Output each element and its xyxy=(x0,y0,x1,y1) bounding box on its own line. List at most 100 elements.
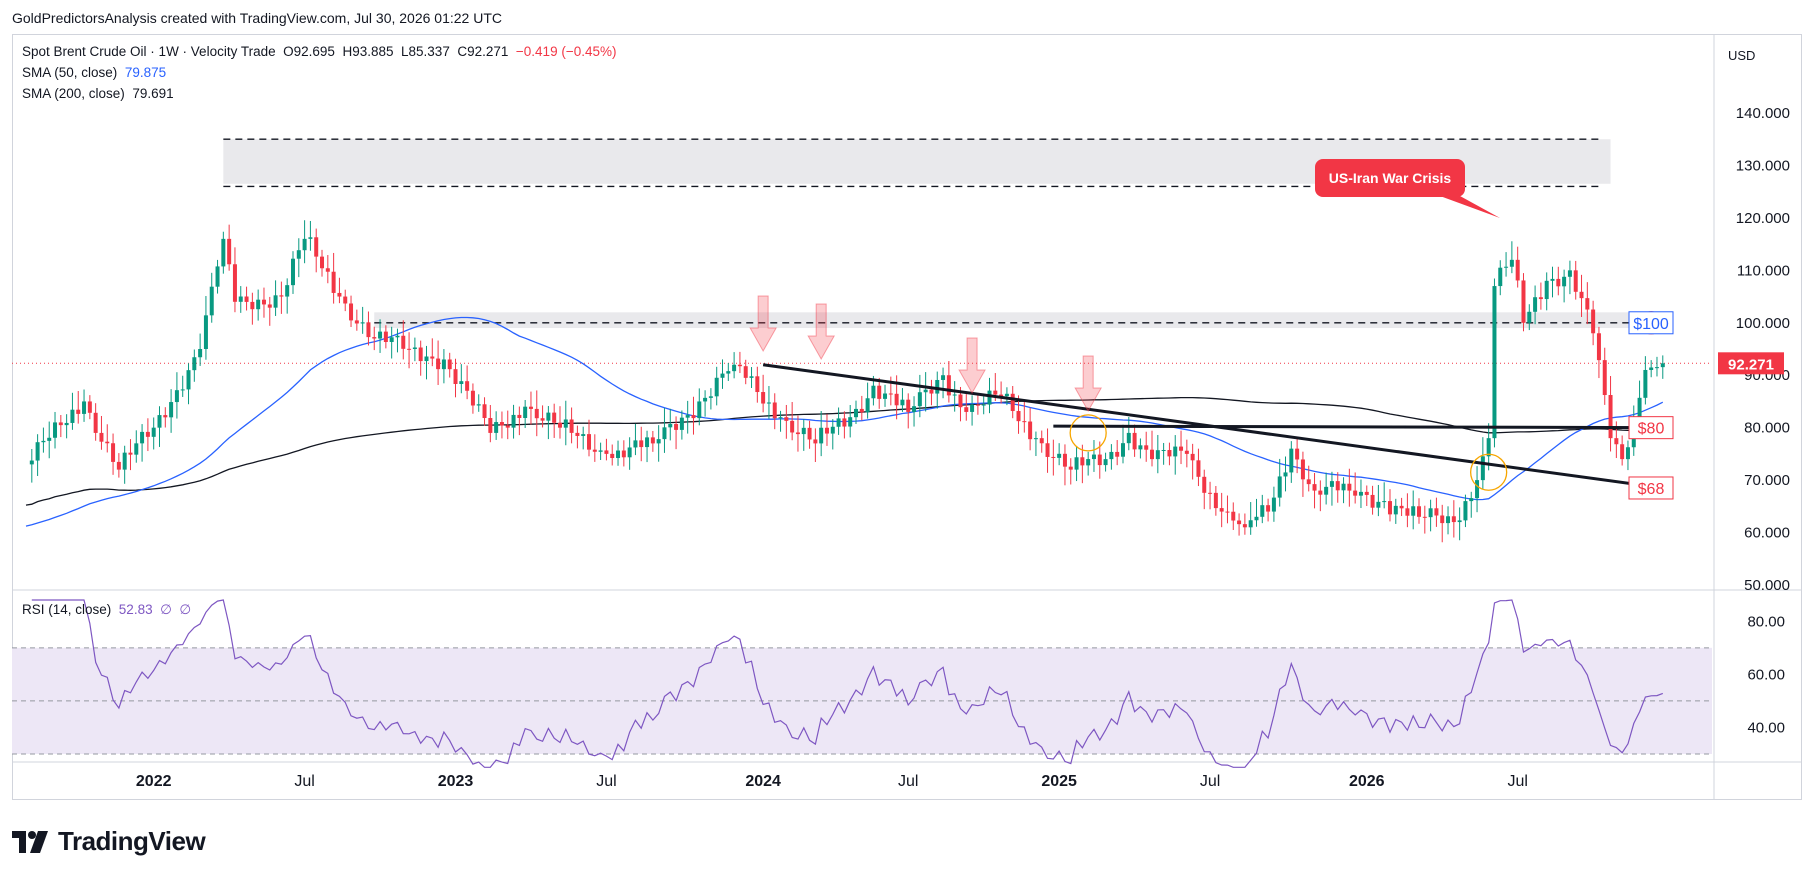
candle-body xyxy=(1155,450,1160,460)
candle-body xyxy=(679,417,684,430)
candle-body xyxy=(755,376,760,393)
time-tick-label: 2026 xyxy=(1349,773,1385,790)
candle-body xyxy=(145,431,150,437)
time-tick-label: Jul xyxy=(596,773,616,790)
candle-body xyxy=(999,394,1004,397)
candle-body xyxy=(505,425,510,428)
candle-body xyxy=(383,331,388,342)
legend-close: 92.271 xyxy=(467,44,509,59)
legend-sma50[interactable]: SMA (50, close) 79.875 xyxy=(22,65,166,80)
candle-body xyxy=(111,443,116,462)
candle-body xyxy=(1318,490,1323,495)
candle-body xyxy=(714,377,719,397)
legend-sma200[interactable]: SMA (200, close) 79.691 xyxy=(22,86,174,101)
rsi-extra-2: ∅ xyxy=(179,602,192,617)
candle-body xyxy=(552,412,557,423)
candle-body xyxy=(1329,481,1334,487)
candle-body xyxy=(1289,448,1294,473)
candle-body xyxy=(1358,491,1363,496)
legend-open-label: O xyxy=(283,44,294,59)
candle-body xyxy=(964,407,969,412)
candle-body xyxy=(1480,456,1485,481)
candle-body xyxy=(1202,476,1207,493)
time-tick-label: Jul xyxy=(898,773,918,790)
candle-body xyxy=(616,450,621,459)
candle-body xyxy=(790,420,795,433)
tradingview-logo[interactable]: TradingView xyxy=(12,826,206,857)
candle-body xyxy=(1405,508,1410,516)
candle-body xyxy=(639,440,644,448)
legend-rsi[interactable]: RSI (14, close) 52.83 ∅ ∅ xyxy=(22,602,191,618)
candle-body xyxy=(801,427,806,435)
candle-body xyxy=(1190,453,1195,461)
candle-body xyxy=(1306,479,1311,485)
candle-body xyxy=(824,427,829,434)
candle-body xyxy=(198,349,203,358)
price-tick-label: 140.000 xyxy=(1736,105,1790,122)
candle-body xyxy=(1324,486,1329,495)
candle-body xyxy=(1033,438,1038,440)
candle-body xyxy=(1179,446,1184,451)
candle-body xyxy=(1527,311,1532,323)
candle-body xyxy=(1556,278,1561,287)
candle-body xyxy=(807,427,812,440)
candle-body xyxy=(1213,492,1218,509)
level-tag-80-text: $80 xyxy=(1638,421,1665,438)
candle-body xyxy=(610,453,615,459)
candle-body xyxy=(842,418,847,427)
legend-high: 93.885 xyxy=(352,44,394,59)
candle-body xyxy=(1649,367,1654,370)
candle-body xyxy=(575,432,580,436)
candle-body xyxy=(1399,505,1404,509)
candle-body xyxy=(720,373,725,378)
candle-body xyxy=(70,409,75,423)
chart-frame xyxy=(12,34,1802,800)
candle-body xyxy=(1353,490,1358,496)
candle-body xyxy=(337,292,342,297)
legend-main: Spot Brent Crude Oil · 1W · Velocity Tra… xyxy=(22,44,616,59)
candle-body xyxy=(1208,492,1213,494)
candle-body xyxy=(662,427,667,440)
candle-body xyxy=(1045,443,1050,457)
time-tick-label: Jul xyxy=(1507,773,1527,790)
candle-body xyxy=(1300,459,1305,480)
candle-body xyxy=(1167,449,1172,457)
candle-body xyxy=(308,237,313,239)
candle-body xyxy=(517,414,522,418)
candle-body xyxy=(1387,501,1392,515)
highlight-circle-2 xyxy=(1470,453,1508,491)
candle-body xyxy=(813,439,818,444)
candle-body xyxy=(116,461,121,470)
attribution-text: GoldPredictorsAnalysis created with Trad… xyxy=(12,10,502,26)
candle-body xyxy=(273,295,278,308)
candle-body xyxy=(343,296,348,304)
candle-body xyxy=(1219,508,1224,512)
candle-body xyxy=(674,424,679,430)
candles xyxy=(29,220,1665,543)
candle-body xyxy=(546,412,551,421)
legend-symbol: Spot Brent Crude Oil · 1W · Velocity Tra… xyxy=(22,44,276,59)
down-arrow-3-shape xyxy=(958,337,986,395)
legend-close-label: C xyxy=(457,44,468,59)
candle-body xyxy=(296,250,301,259)
time-tick-label: Jul xyxy=(1200,773,1220,790)
down-arrow-2 xyxy=(807,303,836,361)
candle-body xyxy=(1643,369,1648,398)
candle-body xyxy=(1504,266,1509,268)
candle-body xyxy=(227,238,232,265)
candle-body xyxy=(1237,520,1242,525)
sma50-value: 79.875 xyxy=(124,65,167,80)
candle-body xyxy=(470,390,475,406)
trend-lines xyxy=(762,363,1669,490)
candle-body xyxy=(1411,506,1416,516)
currency-selector[interactable]: USD xyxy=(1716,42,1796,68)
candle-body xyxy=(946,375,951,396)
candle-body xyxy=(395,335,400,338)
candle-body xyxy=(302,238,307,251)
callout-box xyxy=(1315,159,1465,197)
candle-body xyxy=(732,364,737,372)
candle-body xyxy=(41,440,46,443)
candle-body xyxy=(795,432,800,435)
candle-body xyxy=(99,432,104,442)
